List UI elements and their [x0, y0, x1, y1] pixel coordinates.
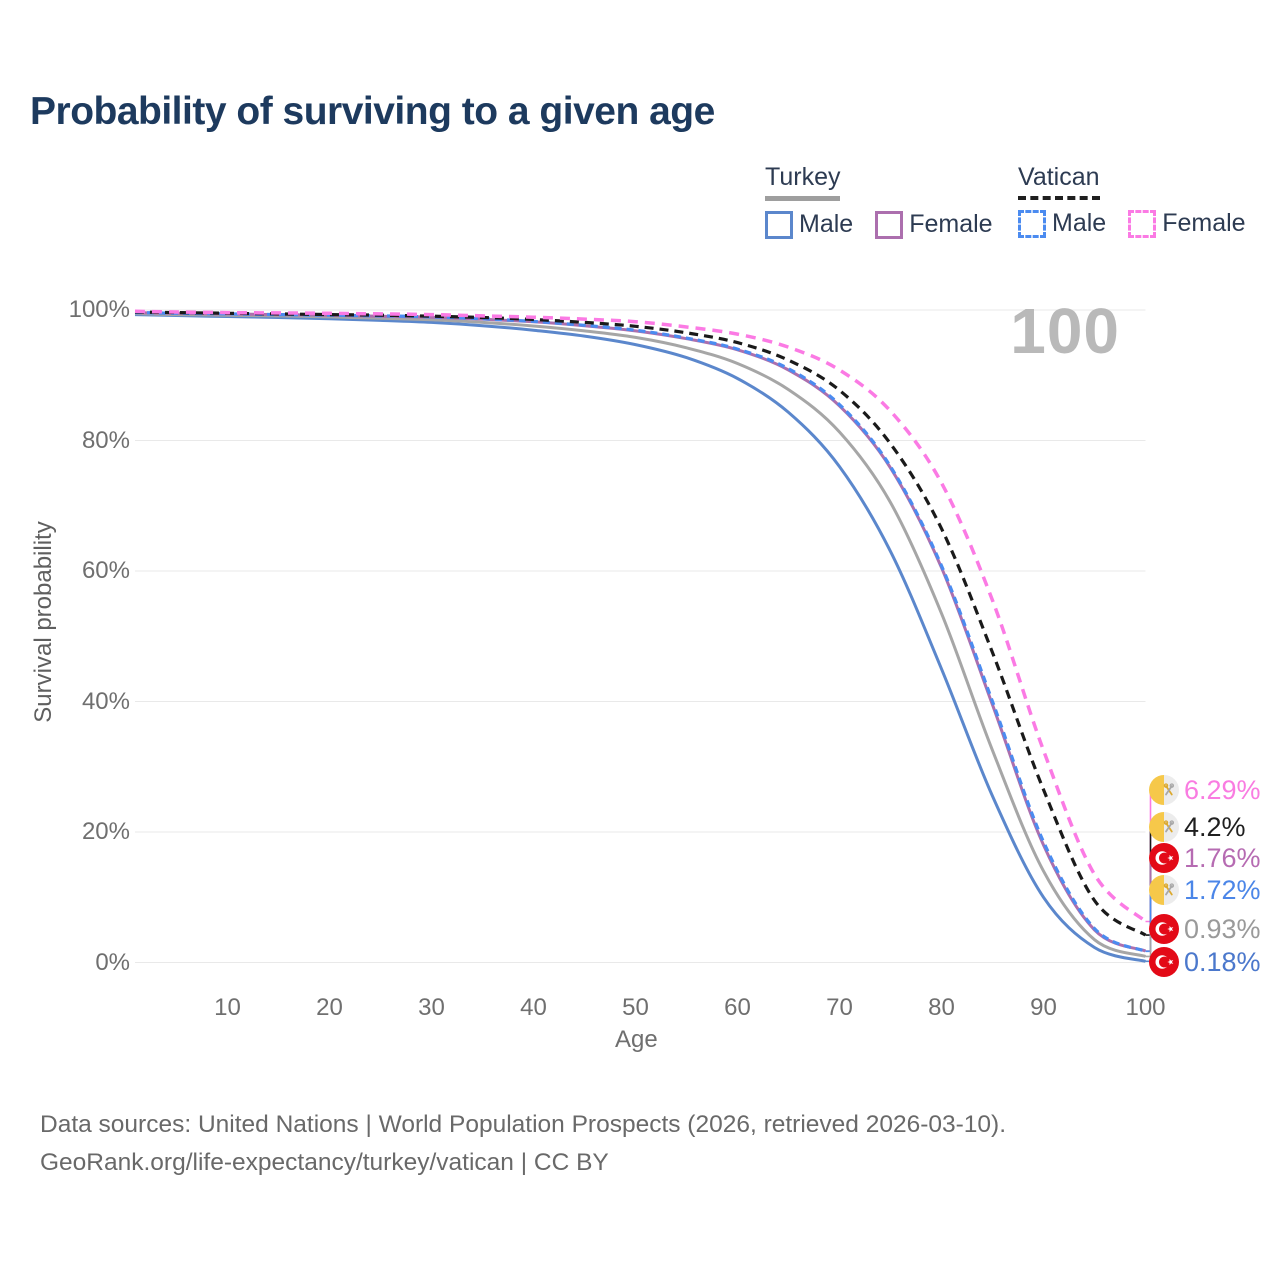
- legend-vatican-title: Vatican: [1018, 163, 1100, 200]
- end-label-value: 0.93%: [1184, 913, 1261, 944]
- legend-turkey-items: Male Female: [765, 210, 1015, 239]
- legend-group-vatican: Vatican Male Female: [1018, 163, 1268, 238]
- data-sources-line1: Data sources: United Nations | World Pop…: [40, 1111, 1007, 1138]
- legend-label: Female: [1162, 209, 1246, 237]
- x-tick-40: 40: [520, 994, 547, 1021]
- end-label-value: 4.2%: [1184, 811, 1246, 842]
- curve-vatican-male: [134, 311, 1147, 953]
- end-label-value: 1.72%: [1184, 874, 1261, 905]
- y-tick-0%: 0%: [95, 948, 130, 976]
- data-sources: Data sources: United Nations | World Pop…: [40, 1106, 1006, 1182]
- end-label-0.18%: 0.18%: [1149, 946, 1261, 978]
- vatican-flag-icon: [1149, 875, 1179, 905]
- turkey-flag-icon: [1149, 914, 1179, 944]
- end-label-value: 6.29%: [1184, 774, 1261, 805]
- x-tick-70: 70: [826, 994, 853, 1021]
- x-tick-20: 20: [316, 994, 343, 1021]
- y-tick-100%: 100%: [68, 296, 130, 323]
- x-tick-60: 60: [724, 994, 751, 1021]
- turkey-flag-icon: [1149, 843, 1179, 873]
- x-tick-30: 30: [418, 994, 445, 1021]
- curve-vatican-total: [134, 310, 1147, 937]
- end-label-1.76%: 1.76%: [1149, 842, 1261, 874]
- y-tick-60%: 60%: [81, 557, 130, 584]
- legend-item-vatican-female[interactable]: Female: [1128, 209, 1246, 238]
- curve-vatican-female: [134, 309, 1147, 923]
- age-counter: 100: [1010, 295, 1120, 367]
- curve-turkey-female: [134, 311, 1147, 953]
- legend-label: Male: [1052, 209, 1107, 237]
- legend-swatch-vatican-male-icon: [1018, 209, 1046, 238]
- vatican-flag-icon: [1149, 812, 1179, 842]
- legend-group-turkey: Turkey Male Female: [765, 163, 1015, 239]
- legend-swatch-turkey-female-icon: [875, 210, 904, 239]
- data-sources-line2: GeoRank.org/life-expectancy/turkey/vatic…: [40, 1149, 609, 1176]
- curve-turkey-total: [134, 312, 1146, 958]
- y-tick-20%: 20%: [81, 818, 130, 845]
- legend-item-turkey-female[interactable]: Female: [875, 210, 993, 239]
- x-tick-80: 80: [928, 994, 955, 1021]
- legend-swatch-vatican-female-icon: [1128, 209, 1157, 238]
- y-tick-40%: 40%: [81, 687, 130, 715]
- x-tick-90: 90: [1030, 994, 1057, 1021]
- end-label-value: 0.18%: [1184, 946, 1261, 977]
- end-label-1.72%: 1.72%: [1149, 874, 1261, 906]
- x-tick-100: 100: [1125, 994, 1166, 1021]
- legend-vatican-items: Male Female: [1018, 209, 1268, 238]
- turkey-flag-icon: [1149, 947, 1179, 977]
- end-label-6.29%: 6.29%: [1149, 774, 1261, 806]
- x-tick-50: 50: [622, 994, 649, 1021]
- legend-item-vatican-male[interactable]: Male: [1018, 209, 1106, 238]
- y-tick-80%: 80%: [81, 426, 130, 454]
- end-label-value: 1.76%: [1184, 842, 1261, 873]
- legend-label: Female: [909, 210, 993, 238]
- x-axis-title: Age: [615, 1026, 658, 1053]
- legend-turkey-title: Turkey: [765, 163, 841, 201]
- x-tick-10: 10: [214, 994, 241, 1021]
- legend-swatch-turkey-male-icon: [765, 210, 793, 239]
- curve-turkey-male: [134, 313, 1146, 963]
- vatican-flag-icon: [1149, 775, 1179, 805]
- legend-label: Male: [799, 210, 854, 238]
- end-label-4.2%: 4.2%: [1149, 811, 1246, 843]
- end-label-0.93%: 0.93%: [1149, 913, 1261, 945]
- legend-item-turkey-male[interactable]: Male: [765, 210, 853, 239]
- page-title: Probability of surviving to a given age: [30, 90, 715, 133]
